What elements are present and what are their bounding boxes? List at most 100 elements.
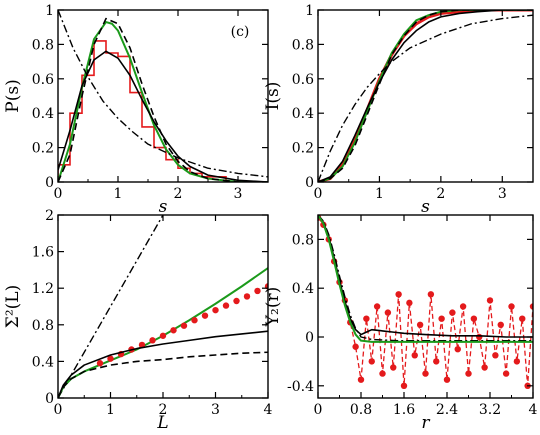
data-point [400, 382, 408, 389]
data-point [519, 315, 526, 322]
data-point [422, 370, 429, 377]
x-tick-label: 1 [375, 186, 384, 202]
data-point [373, 303, 381, 310]
data-point [502, 370, 510, 377]
data-point [222, 302, 230, 309]
x-axis-label: s [159, 197, 168, 217]
series-line-4 [58, 351, 268, 398]
x-axis-label: L [156, 413, 168, 433]
x-axis-label: r [421, 413, 430, 433]
y-tick-label: 0.8 [32, 37, 54, 53]
y-axis-label: I(s) [263, 82, 283, 111]
series-line-0 [318, 217, 533, 386]
y-tick-label: 0.4 [292, 106, 314, 122]
data-point [138, 341, 146, 349]
y-axis-label: P(s) [3, 79, 23, 112]
y-tick-label: 0 [305, 330, 314, 346]
data-point [107, 355, 114, 362]
plot-area [58, 215, 268, 398]
y-axis-label: Y₂(r) [263, 287, 283, 327]
x-tick-label: 3 [211, 402, 220, 418]
data-point [465, 370, 472, 377]
y-tick-label: 2 [45, 208, 54, 224]
data-point [433, 358, 440, 365]
data-point [411, 352, 418, 359]
data-point [438, 315, 445, 322]
series-line-0 [58, 215, 164, 398]
data-point [170, 327, 177, 334]
x-tick-label: 1.6 [393, 402, 415, 418]
data-point [212, 306, 219, 314]
series-line-4 [318, 14, 533, 182]
data-point [486, 297, 494, 304]
y-tick-label: 0.6 [32, 72, 54, 88]
data-point [395, 291, 402, 298]
x-tick-label: 1 [114, 186, 123, 202]
y-tick-label: 0.6 [292, 72, 314, 88]
y-tick-label: 1.6 [32, 245, 54, 261]
data-point [180, 322, 188, 329]
y-tick-label: 0.4 [32, 106, 54, 122]
x-tick-label: 0 [54, 186, 63, 202]
x-tick-label: 2.4 [436, 402, 458, 418]
x-tick-label: 4 [529, 402, 538, 418]
data-point [384, 309, 392, 316]
data-point [497, 321, 504, 328]
data-point [201, 312, 209, 319]
data-point [470, 315, 478, 322]
data-point [529, 303, 533, 310]
data-point [416, 321, 424, 328]
data-point [443, 376, 451, 383]
y-tick-label: 0 [305, 175, 314, 191]
y-tick-label: 0.8 [292, 232, 314, 248]
data-point [390, 364, 397, 371]
panel-label: (c) [231, 24, 250, 40]
series-line-3 [318, 215, 533, 343]
x-tick-label: 0.8 [350, 402, 372, 418]
data-point [96, 360, 104, 367]
x-tick-label: 3 [498, 186, 507, 202]
x-tick-label: 1 [106, 402, 115, 418]
y-tick-label: 0 [45, 391, 54, 407]
data-point [449, 309, 456, 316]
series-line-3 [58, 330, 268, 398]
y-tick-label: 0.2 [292, 141, 314, 157]
y-tick-label: 0 [45, 175, 54, 191]
y-tick-label: 0.8 [292, 37, 314, 53]
data-point [492, 352, 499, 359]
y-tick-label: 1 [305, 3, 314, 19]
series-line-1 [58, 21, 268, 182]
data-point [427, 291, 435, 298]
series-line-3 [318, 10, 533, 182]
data-point [363, 315, 370, 322]
y-tick-label: 0.2 [32, 141, 54, 157]
data-point [508, 303, 515, 310]
x-tick-label: 3.2 [479, 402, 501, 418]
data-point [191, 317, 198, 324]
y-tick-label: 1.2 [32, 281, 54, 297]
data-point [513, 358, 521, 365]
data-point [406, 299, 413, 307]
data-point [481, 364, 488, 371]
data-point [459, 303, 467, 310]
axes-frame [57, 214, 269, 399]
x-tick-label: 2 [159, 402, 168, 418]
panel-level-spacing-distribution: 0 1 2 3 0 0.2 0.4 0.6 0.8 1 s P(s) (c) [3, 3, 269, 217]
series-line-0 [318, 10, 533, 182]
data-point [233, 297, 240, 305]
y-tick-label: 0.4 [292, 281, 314, 297]
y-tick-label: -0.4 [287, 379, 314, 395]
panel-cumulative-spacing-distribution: 0 1 2 3 0 0.2 0.4 0.6 0.8 1 s I(s) [263, 3, 534, 217]
data-point [368, 358, 375, 365]
plot-area [318, 10, 533, 182]
x-tick-label: 3 [234, 186, 243, 202]
series-line-3 [58, 50, 268, 182]
data-point [254, 287, 261, 295]
axes-frame [57, 9, 269, 183]
histogram-bar [130, 93, 142, 182]
series-line-1 [318, 215, 533, 342]
y-axis-label: Σ²(L) [3, 285, 23, 328]
series-line-2 [58, 17, 268, 182]
